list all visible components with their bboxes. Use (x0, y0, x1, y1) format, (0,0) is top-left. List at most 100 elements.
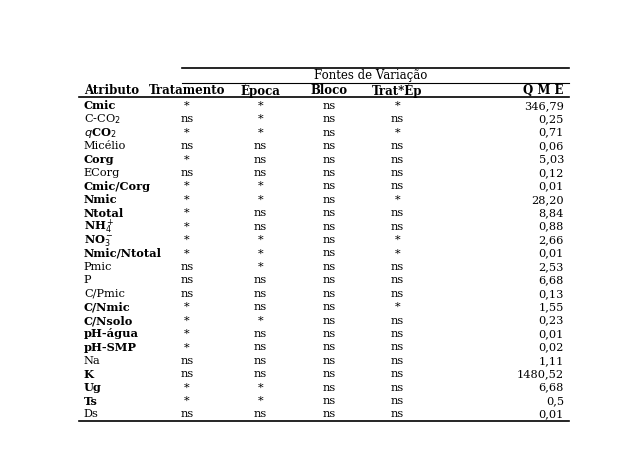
Text: Pmic: Pmic (84, 262, 112, 272)
Text: *: * (257, 262, 263, 272)
Text: 0,88: 0,88 (538, 222, 564, 232)
Text: ns: ns (322, 316, 336, 325)
Text: $q$CO$_2$: $q$CO$_2$ (84, 126, 116, 140)
Text: 0,01: 0,01 (538, 329, 564, 339)
Text: Cmic/Corg: Cmic/Corg (84, 181, 151, 192)
Text: ns: ns (391, 289, 404, 299)
Text: ns: ns (322, 369, 336, 379)
Text: Ug: Ug (84, 382, 102, 393)
Text: ns: ns (322, 101, 336, 111)
Text: ns: ns (391, 262, 404, 272)
Text: 0,13: 0,13 (538, 289, 564, 299)
Text: *: * (394, 101, 400, 111)
Text: ns: ns (391, 154, 404, 164)
Text: *: * (184, 382, 190, 393)
Text: ns: ns (322, 222, 336, 232)
Text: 1,11: 1,11 (538, 356, 564, 366)
Text: ns: ns (322, 114, 336, 124)
Text: 6,68: 6,68 (538, 382, 564, 393)
Text: ns: ns (391, 208, 404, 218)
Text: ns: ns (322, 289, 336, 299)
Text: C/Pmic: C/Pmic (84, 289, 125, 299)
Text: 0,12: 0,12 (538, 168, 564, 178)
Text: 6,68: 6,68 (538, 276, 564, 285)
Text: *: * (394, 128, 400, 138)
Text: ns: ns (322, 409, 336, 420)
Text: *: * (257, 101, 263, 111)
Text: *: * (257, 128, 263, 138)
Text: ns: ns (253, 222, 267, 232)
Text: ns: ns (391, 396, 404, 406)
Text: Época: Época (240, 83, 280, 98)
Text: 346,79: 346,79 (524, 101, 564, 111)
Text: *: * (184, 316, 190, 325)
Text: Ntotal: Ntotal (84, 208, 124, 219)
Text: ns: ns (391, 276, 404, 285)
Text: Bloco: Bloco (310, 84, 348, 97)
Text: Ts: Ts (84, 396, 98, 406)
Text: ns: ns (391, 329, 404, 339)
Text: ns: ns (391, 409, 404, 420)
Text: ns: ns (322, 302, 336, 312)
Text: ns: ns (253, 168, 267, 178)
Text: P: P (84, 276, 92, 285)
Text: Nmic: Nmic (84, 195, 118, 205)
Text: ns: ns (253, 409, 267, 420)
Text: *: * (257, 396, 263, 406)
Text: 0,01: 0,01 (538, 249, 564, 259)
Text: 1,55: 1,55 (538, 302, 564, 312)
Text: 0,06: 0,06 (538, 141, 564, 151)
Text: K: K (84, 369, 94, 380)
Text: 2,53: 2,53 (538, 262, 564, 272)
Text: ns: ns (322, 249, 336, 259)
Text: 0,25: 0,25 (538, 114, 564, 124)
Text: *: * (184, 181, 190, 191)
Text: ns: ns (253, 208, 267, 218)
Text: ns: ns (253, 342, 267, 352)
Text: ns: ns (322, 342, 336, 352)
Text: ns: ns (322, 235, 336, 245)
Text: *: * (394, 302, 400, 312)
Text: Ds: Ds (84, 409, 99, 420)
Text: 28,20: 28,20 (532, 195, 564, 205)
Text: ns: ns (253, 289, 267, 299)
Text: *: * (257, 195, 263, 205)
Text: ns: ns (391, 141, 404, 151)
Text: ns: ns (391, 369, 404, 379)
Text: ns: ns (322, 396, 336, 406)
Text: 5,03: 5,03 (538, 154, 564, 164)
Text: ns: ns (322, 128, 336, 138)
Text: *: * (184, 396, 190, 406)
Text: 8,84: 8,84 (538, 208, 564, 218)
Text: ns: ns (391, 356, 404, 366)
Text: ns: ns (391, 222, 404, 232)
Text: ns: ns (391, 342, 404, 352)
Text: NO$_3^-$: NO$_3^-$ (84, 233, 114, 248)
Text: *: * (184, 222, 190, 232)
Text: ns: ns (322, 356, 336, 366)
Text: ns: ns (322, 168, 336, 178)
Text: *: * (184, 195, 190, 205)
Text: ns: ns (180, 356, 193, 366)
Text: Q M E: Q M E (523, 84, 564, 97)
Text: *: * (394, 249, 400, 259)
Text: ns: ns (180, 114, 193, 124)
Text: *: * (257, 249, 263, 259)
Text: ns: ns (180, 276, 193, 285)
Text: Fontes de Variação: Fontes de Variação (313, 69, 427, 82)
Text: ns: ns (391, 181, 404, 191)
Text: Nmic/Ntotal: Nmic/Ntotal (84, 248, 162, 259)
Text: ns: ns (391, 168, 404, 178)
Text: Cmic: Cmic (84, 100, 116, 111)
Text: pH-água: pH-água (84, 328, 139, 340)
Text: *: * (257, 316, 263, 325)
Text: ns: ns (322, 154, 336, 164)
Text: NH$_4^+$: NH$_4^+$ (84, 218, 114, 236)
Text: 1480,52: 1480,52 (517, 369, 564, 379)
Text: *: * (257, 382, 263, 393)
Text: ns: ns (391, 114, 404, 124)
Text: ns: ns (322, 141, 336, 151)
Text: ns: ns (253, 302, 267, 312)
Text: ns: ns (253, 329, 267, 339)
Text: ns: ns (253, 276, 267, 285)
